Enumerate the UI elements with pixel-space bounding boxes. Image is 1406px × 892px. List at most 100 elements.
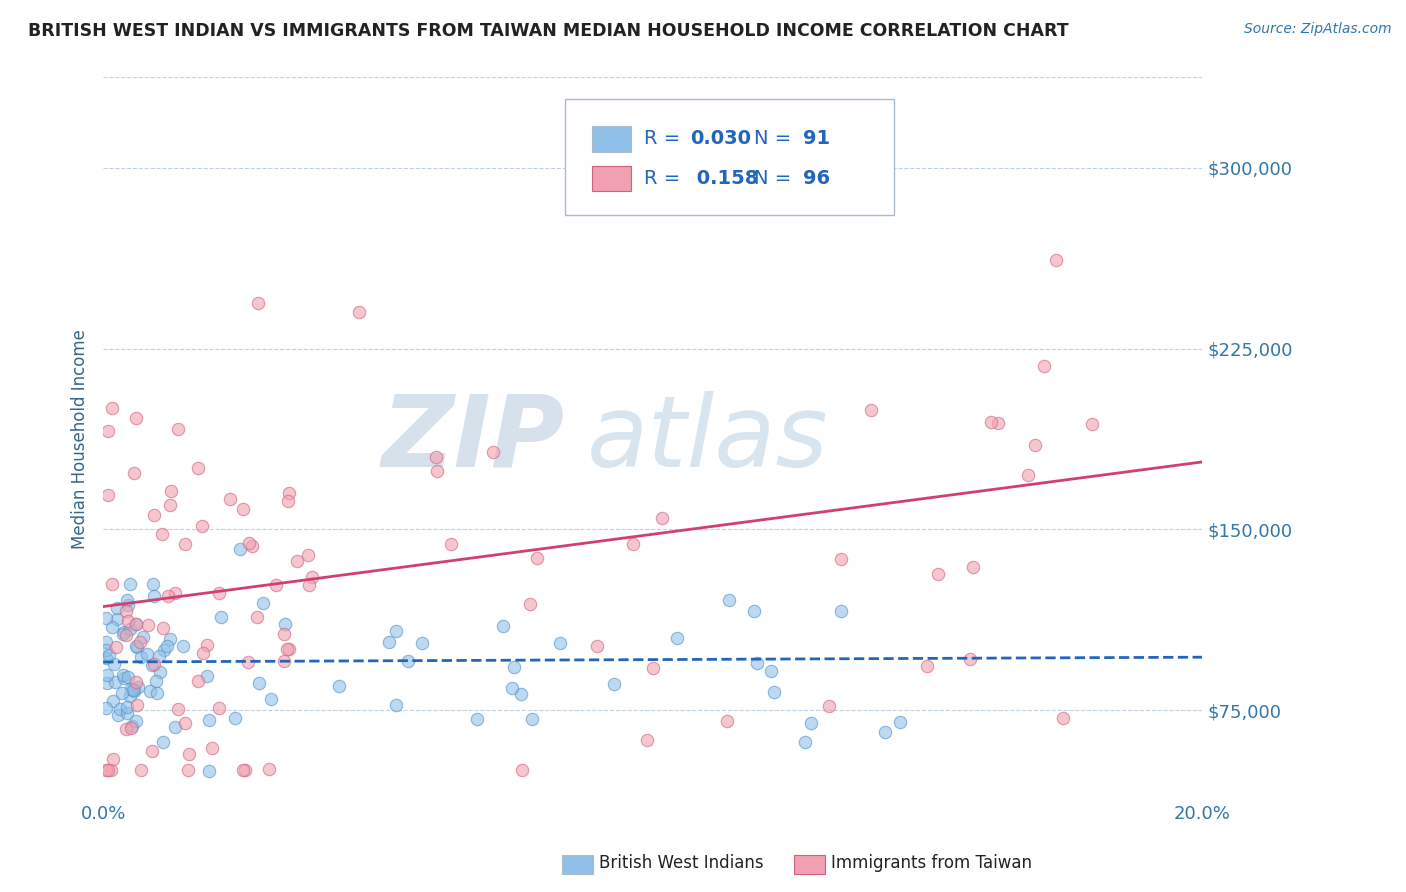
Point <box>117 670 139 684</box>
Text: R =: R = <box>644 169 686 188</box>
Point <box>153 643 176 657</box>
Point <box>889 714 911 729</box>
Point <box>149 665 172 679</box>
Point <box>586 639 609 653</box>
Point <box>187 461 209 475</box>
Point <box>197 713 219 727</box>
Text: N =: N = <box>754 129 797 148</box>
Point <box>278 641 301 656</box>
Point <box>520 712 543 726</box>
Point <box>101 620 124 634</box>
Point <box>548 635 571 649</box>
Point <box>148 649 170 664</box>
Point <box>274 617 297 632</box>
Point <box>156 639 179 653</box>
Point <box>136 647 159 661</box>
Point <box>145 673 167 688</box>
Point <box>260 691 283 706</box>
Point <box>122 466 145 480</box>
Point <box>125 714 148 729</box>
Point <box>173 537 195 551</box>
Point <box>232 764 254 778</box>
Point <box>238 535 260 549</box>
Point <box>120 577 142 591</box>
Point <box>273 654 295 668</box>
Point <box>159 632 181 647</box>
Point <box>172 639 194 653</box>
Point <box>163 586 186 600</box>
Point <box>94 635 117 649</box>
Point <box>125 674 148 689</box>
Point <box>246 609 269 624</box>
Point <box>519 597 541 611</box>
Point <box>160 483 183 498</box>
Point <box>125 617 148 632</box>
Point <box>439 536 461 550</box>
Point <box>97 764 120 778</box>
Point <box>96 651 118 665</box>
Point <box>1017 467 1039 482</box>
Point <box>830 552 852 566</box>
Point <box>195 669 218 683</box>
Point <box>873 186 896 200</box>
Point <box>716 714 738 728</box>
Point <box>301 569 323 583</box>
Point <box>425 450 447 464</box>
Point <box>1052 711 1074 725</box>
Point <box>201 741 224 756</box>
Point <box>962 560 984 574</box>
Point <box>465 712 488 726</box>
Point <box>108 702 131 716</box>
Point <box>103 693 125 707</box>
Point <box>94 643 117 657</box>
Point <box>122 681 145 696</box>
Point <box>177 747 200 761</box>
Point <box>411 635 433 649</box>
Point <box>636 732 658 747</box>
Point <box>105 601 128 615</box>
Point <box>643 661 665 675</box>
Point <box>927 566 949 581</box>
Point <box>273 627 295 641</box>
Point <box>980 416 1002 430</box>
Point <box>492 618 515 632</box>
Point <box>328 679 350 693</box>
Point <box>252 596 274 610</box>
Point <box>146 686 169 700</box>
Point <box>287 553 309 567</box>
Point <box>139 684 162 698</box>
Point <box>1024 438 1046 452</box>
Point <box>131 764 153 778</box>
Point <box>1045 252 1067 267</box>
Point <box>112 671 135 685</box>
Point <box>666 631 689 645</box>
Point <box>104 675 127 690</box>
Text: British West Indians: British West Indians <box>599 855 763 872</box>
Point <box>112 625 135 640</box>
Point <box>125 639 148 653</box>
Point <box>96 676 118 690</box>
Point <box>219 492 242 507</box>
Point <box>651 510 673 524</box>
Point <box>163 720 186 734</box>
Text: 91: 91 <box>803 129 831 148</box>
Point <box>481 445 503 459</box>
Point <box>136 618 159 632</box>
Text: Source: ZipAtlas.com: Source: ZipAtlas.com <box>1244 22 1392 37</box>
Point <box>118 689 141 703</box>
Point <box>278 486 301 500</box>
Point <box>124 616 146 631</box>
Point <box>762 685 785 699</box>
Text: 96: 96 <box>803 169 831 188</box>
Point <box>117 614 139 628</box>
Point <box>127 680 149 694</box>
Point <box>503 659 526 673</box>
Point <box>166 422 188 436</box>
Point <box>830 604 852 618</box>
Point <box>117 598 139 612</box>
Point <box>224 711 246 725</box>
Point <box>187 674 209 689</box>
Point <box>125 411 148 425</box>
Point <box>603 677 626 691</box>
Point <box>191 519 214 533</box>
